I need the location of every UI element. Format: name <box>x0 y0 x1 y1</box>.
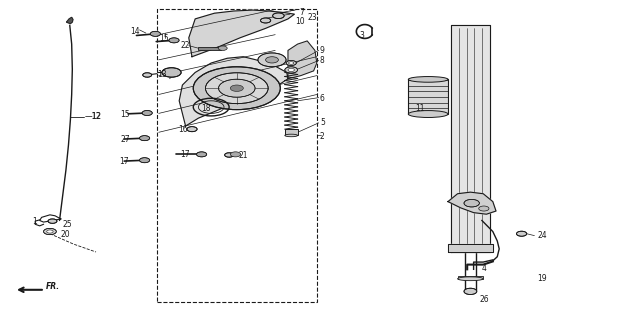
Text: —12: —12 <box>85 112 102 121</box>
Circle shape <box>260 18 271 23</box>
Ellipse shape <box>408 77 448 82</box>
Polygon shape <box>451 25 490 252</box>
Text: 17: 17 <box>119 157 129 166</box>
Text: 1: 1 <box>32 217 36 226</box>
Circle shape <box>150 31 161 36</box>
Polygon shape <box>288 41 317 79</box>
Text: 6: 6 <box>320 94 325 103</box>
Circle shape <box>196 152 207 157</box>
Polygon shape <box>189 10 294 57</box>
Text: 5: 5 <box>320 118 325 127</box>
Text: 18: 18 <box>202 105 211 113</box>
Text: 27: 27 <box>120 135 130 144</box>
Bar <box>458 276 483 279</box>
Circle shape <box>169 38 179 43</box>
Circle shape <box>162 68 181 77</box>
Ellipse shape <box>408 111 448 117</box>
Text: 8: 8 <box>320 56 324 65</box>
Bar <box>408 79 448 114</box>
Text: 21: 21 <box>238 151 248 160</box>
Text: 20: 20 <box>60 230 70 239</box>
Text: 15: 15 <box>120 110 130 118</box>
Circle shape <box>218 79 255 97</box>
Circle shape <box>230 85 243 91</box>
Circle shape <box>266 57 278 63</box>
Circle shape <box>187 127 197 132</box>
Circle shape <box>142 111 152 116</box>
Circle shape <box>218 46 227 50</box>
Ellipse shape <box>285 134 298 137</box>
Circle shape <box>205 73 268 104</box>
Circle shape <box>286 60 296 66</box>
Circle shape <box>47 230 53 233</box>
Circle shape <box>289 62 294 64</box>
Circle shape <box>140 158 150 163</box>
Circle shape <box>273 13 284 19</box>
Ellipse shape <box>458 277 483 281</box>
Text: 16: 16 <box>178 125 188 134</box>
Polygon shape <box>448 192 496 214</box>
Bar <box>285 129 298 135</box>
Circle shape <box>464 288 477 295</box>
Text: 12: 12 <box>91 112 100 121</box>
Text: 24: 24 <box>538 231 547 240</box>
Text: 17: 17 <box>180 150 190 159</box>
Circle shape <box>479 206 489 211</box>
Bar <box>198 47 221 50</box>
Text: 7: 7 <box>300 8 305 17</box>
Circle shape <box>230 152 241 157</box>
Polygon shape <box>67 17 73 24</box>
Text: 19: 19 <box>538 274 547 283</box>
Bar <box>157 9 317 302</box>
Circle shape <box>258 53 286 67</box>
Circle shape <box>288 68 294 72</box>
Text: 9: 9 <box>320 46 325 55</box>
Circle shape <box>225 153 234 157</box>
Text: 15: 15 <box>159 34 168 43</box>
Text: 3: 3 <box>360 32 365 40</box>
Circle shape <box>143 73 152 77</box>
Circle shape <box>285 67 298 73</box>
Text: 23: 23 <box>307 13 317 22</box>
Text: 11: 11 <box>415 105 424 113</box>
Text: FR.: FR. <box>46 282 60 291</box>
Text: 22: 22 <box>180 41 190 50</box>
Text: 26: 26 <box>480 295 490 304</box>
Text: 14: 14 <box>131 27 140 36</box>
Circle shape <box>44 228 56 235</box>
Circle shape <box>48 219 57 223</box>
Text: 13: 13 <box>157 71 167 79</box>
Polygon shape <box>179 57 288 126</box>
Polygon shape <box>448 244 493 252</box>
Circle shape <box>464 199 479 207</box>
Circle shape <box>140 136 150 141</box>
Text: 2: 2 <box>320 132 324 140</box>
Circle shape <box>516 231 527 236</box>
Circle shape <box>193 67 280 110</box>
Text: 10: 10 <box>296 17 305 26</box>
Text: 4: 4 <box>481 264 486 273</box>
Text: 25: 25 <box>63 220 72 229</box>
